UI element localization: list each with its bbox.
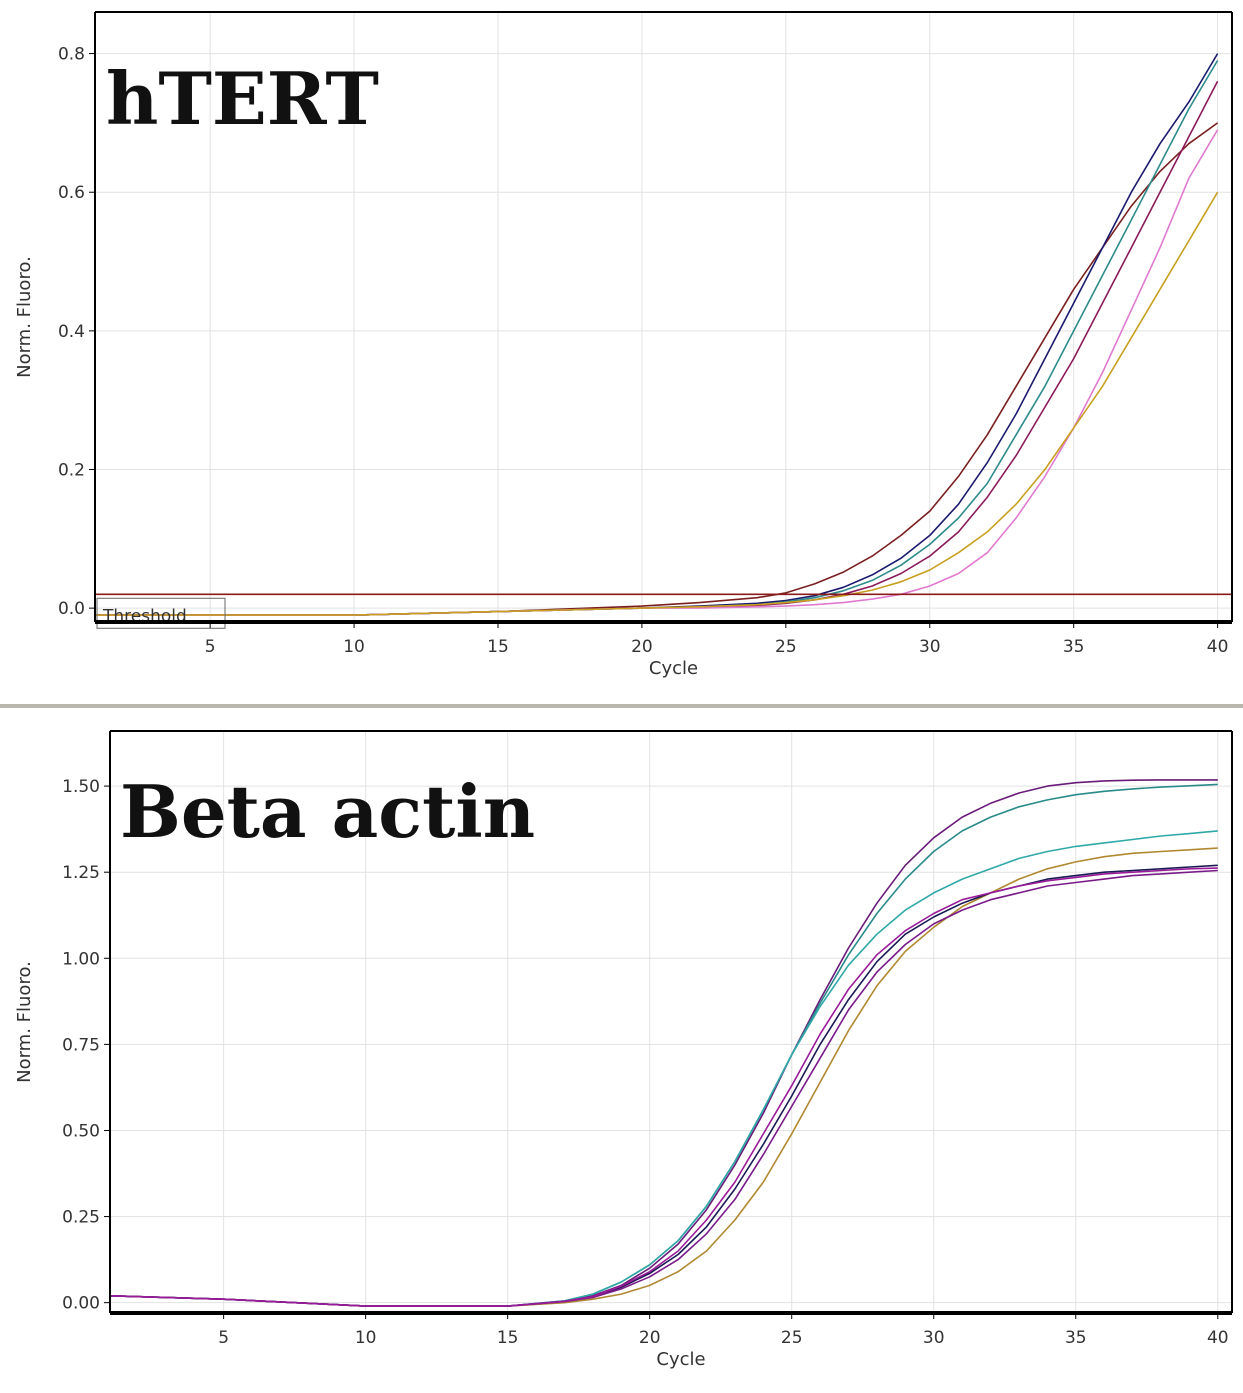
y-tick-label: 0.8	[58, 45, 85, 65]
x-tick-label: 40	[1207, 637, 1229, 657]
x-axis-title: Cycle	[656, 1349, 705, 1370]
chart-title: hTERT	[106, 56, 379, 141]
x-tick-label: 20	[631, 637, 653, 657]
x-axis-title: Cycle	[649, 658, 698, 679]
plot-area	[110, 731, 1232, 1313]
x-tick-label: 15	[497, 1328, 519, 1348]
series-line-4	[109, 847, 1218, 1307]
chart-title: Beta actin	[120, 769, 535, 854]
panel-divider	[0, 704, 1243, 708]
x-tick-label: 15	[487, 637, 509, 657]
beta-actin-chart: 5 10 15 20 25 30 35 40 0.00 0.25 0.50 0.75 1.00 1.25 1…	[14, 730, 1233, 1370]
x-tick-label: 30	[923, 1328, 945, 1348]
y-tick-label: 0.4	[58, 322, 85, 342]
x-tick-label: 20	[639, 1328, 661, 1348]
y-tick-label: 1.50	[62, 777, 100, 797]
x-tick-label: 30	[919, 637, 941, 657]
series-line-6	[95, 191, 1219, 616]
x-tick-label: 5	[205, 637, 216, 657]
x-tick-label: 25	[781, 1328, 803, 1348]
y-tick-label: 1.00	[62, 949, 100, 969]
y-tick-label: 0.0	[58, 599, 85, 619]
y-tick-label: 0.6	[58, 183, 85, 203]
y-tick-label: 0.75	[62, 1035, 100, 1055]
series-line-3	[109, 830, 1218, 1307]
x-tick-label: 35	[1065, 1328, 1087, 1348]
y-axis-title: Norm. Fluoro.	[14, 256, 35, 378]
y-tick-label: 0.50	[62, 1121, 100, 1141]
y-axis-title: Norm. Fluoro.	[14, 961, 35, 1083]
x-tick-label: 10	[343, 637, 365, 657]
x-tick-label: 40	[1207, 1328, 1229, 1348]
y-tick-label: 0.25	[62, 1208, 100, 1228]
series-line-1	[95, 122, 1219, 616]
y-tick-label: 0.2	[58, 461, 85, 481]
y-tick-label: 0.00	[62, 1294, 100, 1314]
x-tick-label: 35	[1063, 637, 1085, 657]
series-line-7	[109, 867, 1218, 1307]
x-tick-label: 10	[355, 1328, 377, 1348]
threshold-label-box	[96, 597, 226, 629]
x-tick-label: 5	[218, 1328, 229, 1348]
y-tick-label: 1.25	[62, 863, 100, 883]
htert-chart-panel: Threshold 5 10 15 20 25 30 35 40 0.0 0.2 0.4 0.6 0.8 C…	[14, 11, 1233, 679]
beta-actin-chart-panel: 5 10 15 20 25 30 35 40 0.00 0.25 0.50 0.75 1.00 1.25 1…	[0, 707, 1243, 1393]
x-tick-label: 25	[775, 637, 797, 657]
plot-area	[95, 12, 1232, 622]
